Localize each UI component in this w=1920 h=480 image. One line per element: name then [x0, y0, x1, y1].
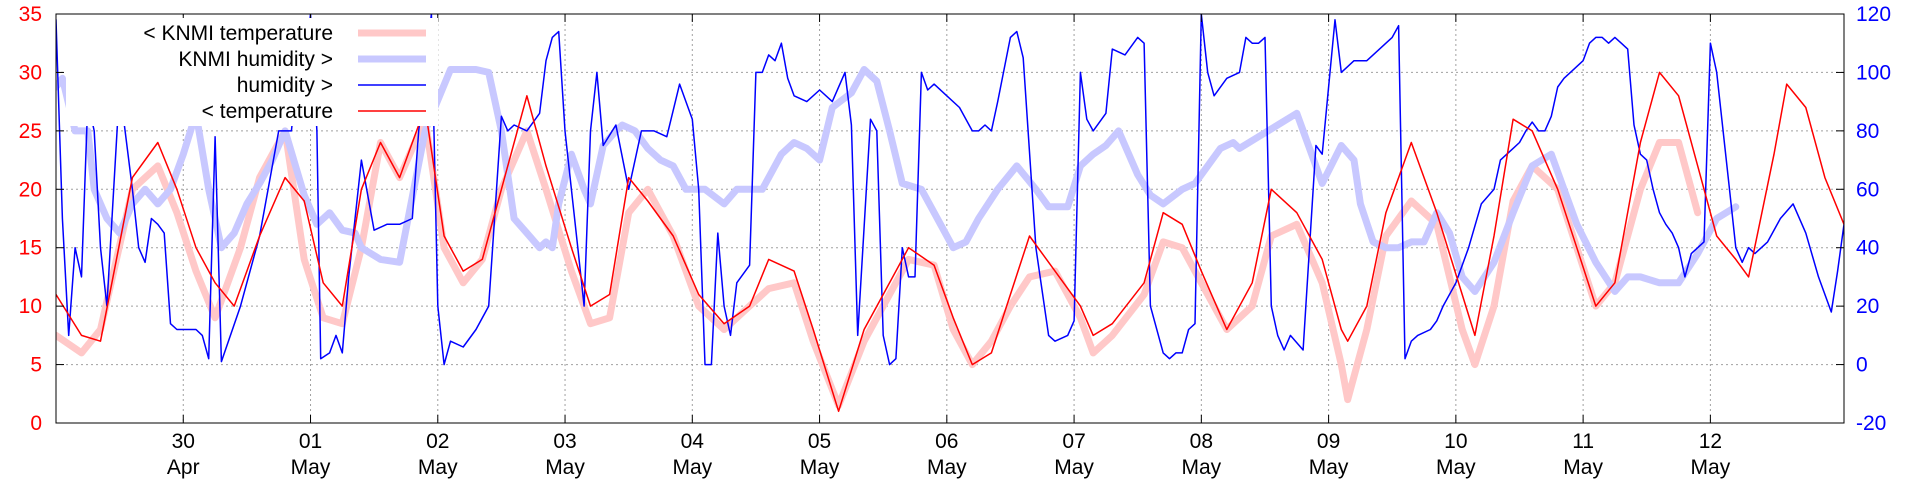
ticks: 05101520253035-2002040608010012030Apr01M… — [19, 3, 1891, 479]
y-right-tick-label: 60 — [1856, 178, 1879, 201]
y-right-tick-label: 0 — [1856, 354, 1868, 377]
x-tick-month: May — [1691, 456, 1731, 479]
series-line-0 — [56, 115, 1702, 409]
series-layer — [56, 14, 1844, 413]
y-right-tick-label: 100 — [1856, 61, 1891, 84]
x-tick-day: 09 — [1317, 430, 1340, 453]
x-tick-day: 06 — [935, 430, 958, 453]
x-tick-day: 02 — [426, 430, 449, 453]
y-left-tick-label: 35 — [19, 3, 42, 26]
x-tick-month: May — [1309, 456, 1349, 479]
y-right-tick-label: 40 — [1856, 237, 1879, 260]
x-tick-month: May — [1436, 456, 1476, 479]
legend-label: humidity > — [237, 74, 333, 97]
x-tick-month: May — [927, 456, 967, 479]
x-tick-month: May — [1054, 456, 1094, 479]
y-left-tick-label: 5 — [30, 354, 42, 377]
y-left-tick-label: 30 — [19, 61, 42, 84]
y-right-tick-label: 80 — [1856, 120, 1879, 143]
y-right-tick-label: 120 — [1856, 3, 1891, 26]
x-tick-day: 01 — [299, 430, 322, 453]
x-tick-month: May — [1181, 456, 1221, 479]
x-tick-day: 08 — [1190, 430, 1213, 453]
x-tick-day: 10 — [1444, 430, 1467, 453]
y-left-tick-label: 0 — [30, 412, 42, 435]
x-tick-day: 07 — [1062, 430, 1085, 453]
x-tick-day: 04 — [681, 430, 705, 453]
y-left-tick-label: 15 — [19, 237, 42, 260]
x-tick-month: May — [800, 456, 840, 479]
y-right-tick-label: 20 — [1856, 295, 1879, 318]
x-tick-month: May — [672, 456, 712, 479]
legend: < KNMI temperature KNMI humidity > humidit… — [66, 18, 438, 126]
x-tick-day: 11 — [1572, 430, 1594, 453]
x-tick-month: May — [291, 456, 331, 479]
grid — [56, 14, 1844, 423]
series-line-1 — [56, 66, 1740, 295]
x-tick-month: Apr — [167, 456, 200, 479]
y-left-tick-label: 20 — [19, 178, 42, 201]
y-left-tick-label: 25 — [19, 120, 42, 143]
y-right-tick-label: -20 — [1856, 412, 1886, 435]
plot-frame — [55, 13, 1845, 424]
legend-label: KNMI humidity > — [178, 48, 333, 71]
x-tick-month: May — [1563, 456, 1603, 479]
x-tick-month: May — [418, 456, 458, 479]
legend-label: < temperature — [202, 100, 333, 123]
x-tick-day: 12 — [1699, 430, 1722, 453]
x-tick-day: 05 — [808, 430, 831, 453]
series-line-3 — [56, 71, 1844, 413]
x-tick-day: 03 — [553, 430, 576, 453]
legend-label: < KNMI temperature — [143, 22, 333, 45]
y-left-tick-label: 10 — [19, 295, 42, 318]
x-tick-day: 30 — [172, 430, 195, 453]
x-tick-month: May — [545, 456, 585, 479]
